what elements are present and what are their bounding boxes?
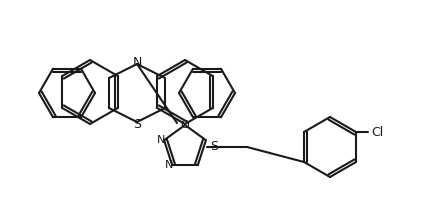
Text: N: N [132, 56, 142, 69]
Text: S: S [133, 117, 141, 131]
Text: N: N [157, 135, 165, 145]
Text: Cl: Cl [371, 125, 383, 139]
Text: O: O [181, 120, 189, 130]
Text: S: S [210, 141, 218, 153]
Text: N: N [165, 160, 173, 170]
